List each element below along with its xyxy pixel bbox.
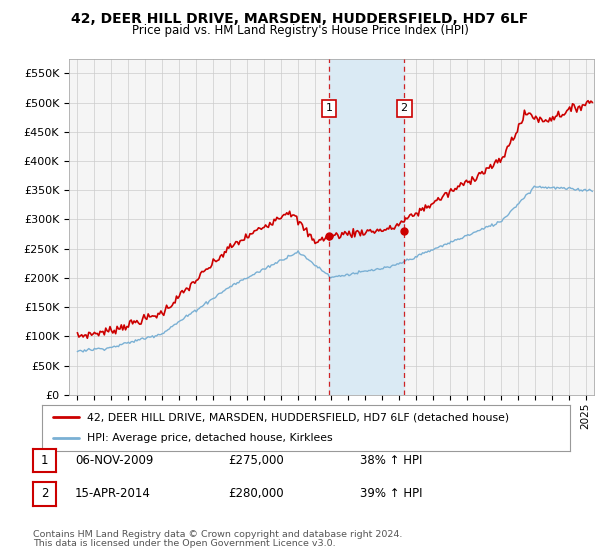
Text: 2: 2	[41, 487, 48, 501]
Text: 38% ↑ HPI: 38% ↑ HPI	[360, 454, 422, 467]
Text: £275,000: £275,000	[228, 454, 284, 467]
Text: 1: 1	[325, 104, 332, 114]
Text: 42, DEER HILL DRIVE, MARSDEN, HUDDERSFIELD, HD7 6LF (detached house): 42, DEER HILL DRIVE, MARSDEN, HUDDERSFIE…	[87, 412, 509, 422]
Text: 42, DEER HILL DRIVE, MARSDEN, HUDDERSFIELD, HD7 6LF: 42, DEER HILL DRIVE, MARSDEN, HUDDERSFIE…	[71, 12, 529, 26]
Text: 39% ↑ HPI: 39% ↑ HPI	[360, 487, 422, 501]
Text: 06-NOV-2009: 06-NOV-2009	[75, 454, 154, 467]
Text: 15-APR-2014: 15-APR-2014	[75, 487, 151, 501]
Text: 1: 1	[41, 454, 48, 467]
Text: £280,000: £280,000	[228, 487, 284, 501]
Text: Contains HM Land Registry data © Crown copyright and database right 2024.: Contains HM Land Registry data © Crown c…	[33, 530, 403, 539]
Text: HPI: Average price, detached house, Kirklees: HPI: Average price, detached house, Kirk…	[87, 433, 332, 444]
Text: Price paid vs. HM Land Registry's House Price Index (HPI): Price paid vs. HM Land Registry's House …	[131, 24, 469, 36]
Text: 2: 2	[401, 104, 408, 114]
Bar	[329, 59, 404, 395]
Text: This data is licensed under the Open Government Licence v3.0.: This data is licensed under the Open Gov…	[33, 539, 335, 548]
